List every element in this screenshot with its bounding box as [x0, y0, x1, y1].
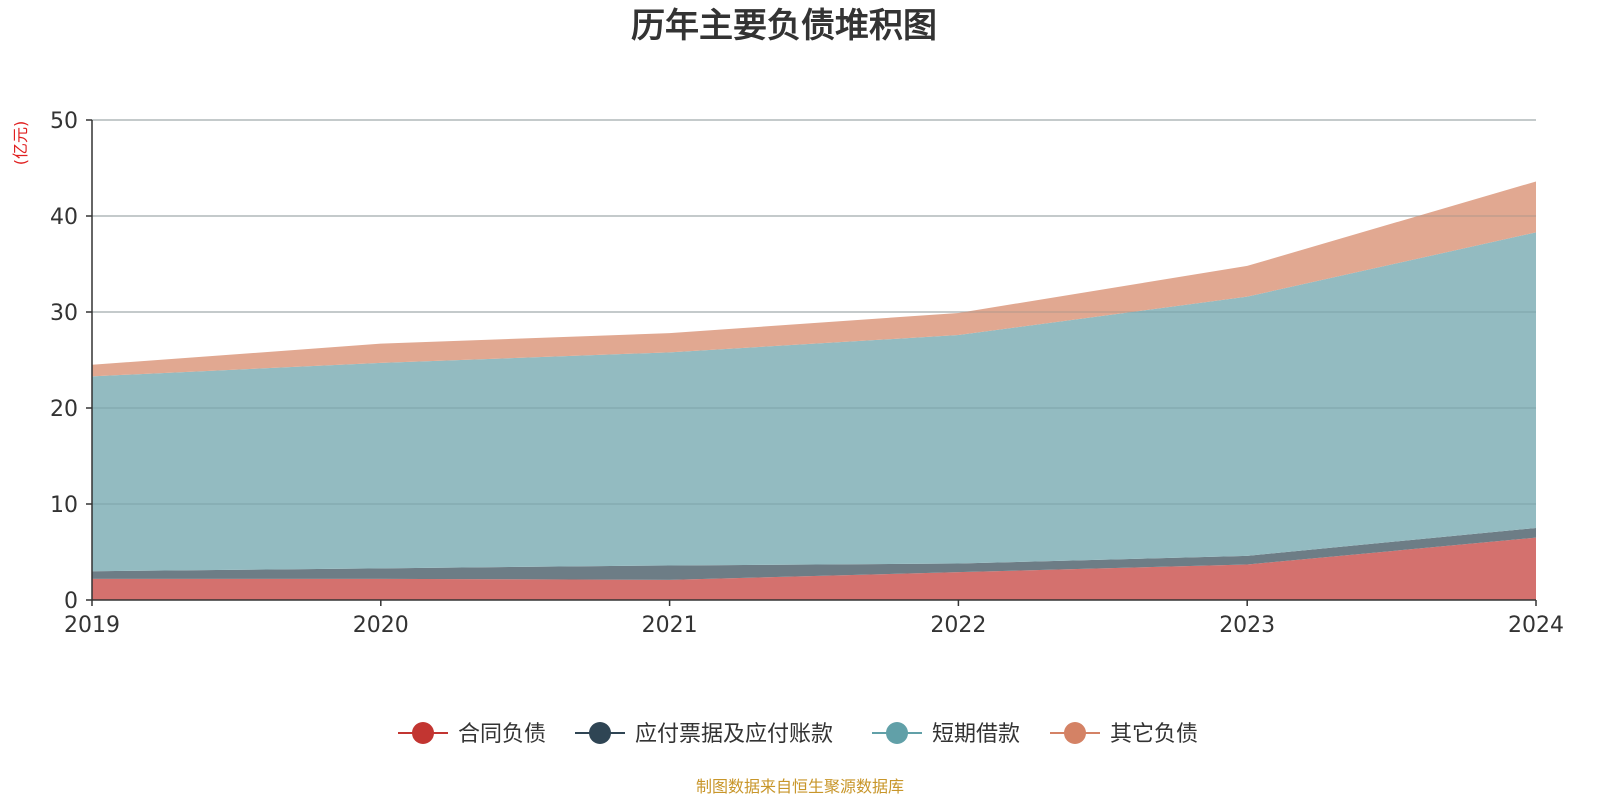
x-tick-label: 2022	[930, 613, 986, 638]
legend-marker-icon	[1064, 722, 1086, 744]
data-source-note: 制图数据来自恒生聚源数据库	[696, 777, 904, 796]
x-tick-label: 2023	[1219, 613, 1275, 638]
area-series-2	[92, 232, 1536, 572]
stacked-areas	[92, 119, 1536, 600]
legend-item-1[interactable]: 应付票据及应付账款	[575, 722, 833, 747]
area-series-0	[92, 537, 1536, 600]
legend-marker-icon	[589, 722, 611, 744]
x-tick-label: 2024	[1508, 613, 1564, 638]
legend-label: 短期借款	[932, 722, 1020, 747]
legend-label: 应付票据及应付账款	[635, 722, 833, 747]
legend-item-0[interactable]: 合同负债	[398, 722, 546, 747]
legend-item-2[interactable]: 短期借款	[872, 722, 1020, 747]
y-tick-label: 10	[50, 493, 78, 518]
y-tick-label: 40	[50, 205, 78, 230]
x-tick-label: 2020	[353, 613, 409, 638]
legend-marker-icon	[412, 722, 434, 744]
area-series-3	[92, 181, 1536, 377]
chart-title: 历年主要负债堆积图	[631, 6, 937, 46]
legend-item-3[interactable]: 其它负债	[1050, 722, 1198, 747]
legend: 合同负债 应付票据及应付账款 短期借款 其它负债	[398, 722, 1198, 747]
x-tick-label: 2019	[64, 613, 120, 638]
axes: 0 10 20 30 40 50 2019 2020 2021 2022 2023 2024	[50, 109, 1564, 638]
y-axis-unit-label: (亿元)	[11, 121, 30, 166]
y-tick-label: 30	[50, 301, 78, 326]
y-tick-label: 20	[50, 397, 78, 422]
legend-label: 其它负债	[1110, 722, 1198, 747]
legend-marker-icon	[886, 722, 908, 744]
x-tick-label: 2021	[642, 613, 698, 638]
area-series-1	[92, 528, 1536, 580]
y-tick-label: 0	[64, 589, 78, 614]
legend-label: 合同负债	[458, 722, 546, 747]
y-tick-label: 50	[50, 109, 78, 134]
